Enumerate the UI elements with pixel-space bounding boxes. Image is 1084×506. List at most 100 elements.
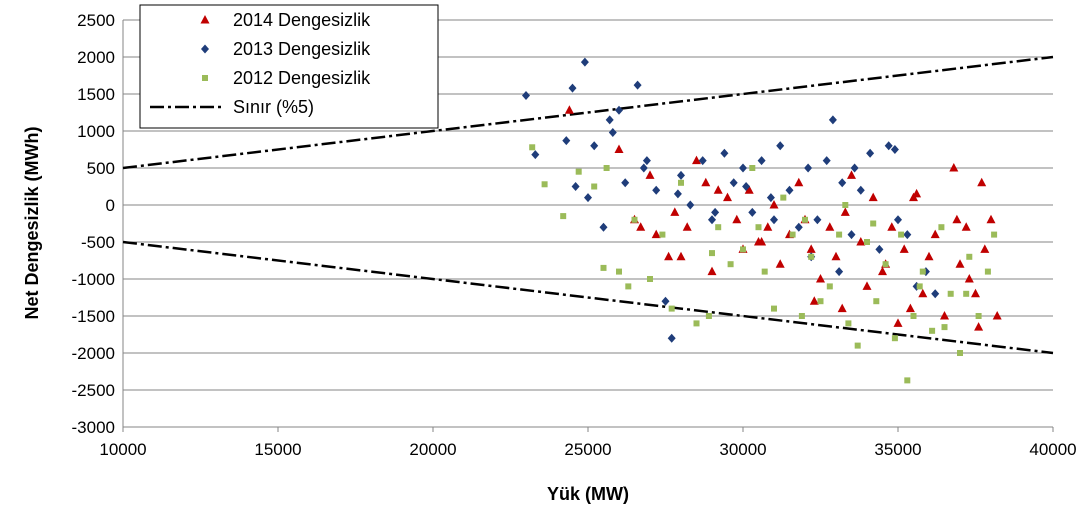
diamond-point xyxy=(742,182,751,191)
legend-box xyxy=(139,4,439,129)
diamond-point xyxy=(608,127,617,137)
diamond-point xyxy=(847,230,856,240)
triangle-point xyxy=(971,288,980,298)
y-axis-title: Net Dengesizlik (MWh) xyxy=(22,126,42,319)
triangle-point xyxy=(977,177,987,187)
triangle-point xyxy=(961,222,971,231)
square-point xyxy=(771,305,777,312)
square-point xyxy=(740,246,746,253)
triangle-point xyxy=(940,311,949,320)
triangle-point xyxy=(840,207,850,216)
square-point xyxy=(873,298,880,305)
legend-swatch-triangle xyxy=(200,15,210,24)
square-point xyxy=(864,239,870,245)
triangle-point xyxy=(794,177,804,187)
x-tick-label: 40000 xyxy=(1029,440,1076,459)
triangle-point xyxy=(887,222,897,231)
diamond-point xyxy=(673,189,682,199)
square-point xyxy=(904,377,911,384)
square-point xyxy=(541,181,548,188)
square-point xyxy=(984,268,991,275)
triangle-point xyxy=(757,237,767,246)
diamond-point xyxy=(794,222,803,232)
diamond-point xyxy=(686,200,695,210)
triangle-point xyxy=(682,222,692,231)
square-point xyxy=(910,313,917,319)
boundary-line xyxy=(122,55,1054,170)
x-tick-label: 25000 xyxy=(564,440,611,459)
diamond-point xyxy=(866,148,875,158)
y-tick-label: 2000 xyxy=(77,48,115,67)
square-point xyxy=(647,276,653,282)
square-point xyxy=(808,253,815,260)
axes xyxy=(122,20,1054,432)
diamond-point xyxy=(571,182,580,191)
diamond-point xyxy=(838,178,847,188)
square-point xyxy=(798,313,805,319)
square-point xyxy=(715,224,722,231)
triangle-point xyxy=(763,222,773,231)
diamond-point xyxy=(667,333,676,343)
triangle-point xyxy=(949,163,959,172)
square-point xyxy=(616,268,622,275)
square-point xyxy=(789,231,796,238)
diamond-point xyxy=(677,170,685,180)
square-point xyxy=(842,202,849,208)
diamond-point xyxy=(584,193,592,203)
triangle-point xyxy=(664,251,674,261)
square-point xyxy=(919,268,926,275)
diamond-point xyxy=(770,215,778,225)
y-tick-label: -1500 xyxy=(72,307,115,326)
square-point xyxy=(957,350,963,356)
square-point xyxy=(870,220,877,227)
boundary-lines xyxy=(122,55,1054,355)
diamond-point xyxy=(711,207,720,217)
diamond-point xyxy=(813,215,822,225)
square-point xyxy=(916,283,923,290)
square-point xyxy=(678,179,684,186)
diamond-point xyxy=(605,115,614,125)
diamond-point xyxy=(633,80,642,90)
x-tick-label: 20000 xyxy=(409,440,456,459)
x-tick-labels: 10000 15000 20000 25000 30000 35000 40000 xyxy=(99,440,1076,459)
y-tick-label: 1500 xyxy=(77,85,115,104)
square-point xyxy=(845,320,852,327)
square-point xyxy=(817,298,824,305)
square-point xyxy=(591,183,598,190)
triangle-point xyxy=(775,259,785,268)
square-point xyxy=(631,216,638,223)
triangle-point xyxy=(992,311,1002,320)
y-tick-label: -2000 xyxy=(72,344,115,363)
diamond-point xyxy=(828,115,837,125)
square-point xyxy=(727,261,734,268)
x-tick-label: 15000 xyxy=(254,440,301,459)
diamond-point xyxy=(850,163,859,173)
square-point xyxy=(826,283,833,290)
triangle-point xyxy=(899,244,909,253)
diamond-point xyxy=(875,244,884,254)
x-tick-label: 30000 xyxy=(719,440,766,459)
square-point xyxy=(659,231,666,238)
diamond-point xyxy=(748,207,757,217)
triangle-point xyxy=(723,192,732,202)
square-point xyxy=(780,194,787,201)
diamond-point xyxy=(766,193,775,203)
diamond-point xyxy=(757,156,766,166)
triangle-point xyxy=(806,244,816,253)
triangle-point xyxy=(614,144,624,153)
square-point xyxy=(755,224,762,231)
triangle-point xyxy=(744,185,754,194)
triangle-point xyxy=(893,318,903,327)
triangle-point xyxy=(986,214,996,224)
square-point xyxy=(929,327,936,334)
square-point xyxy=(947,290,954,297)
square-point xyxy=(668,305,675,312)
diamond-point xyxy=(856,185,865,195)
triangle-point xyxy=(831,251,841,261)
triangle-point xyxy=(912,188,922,198)
triangle-point xyxy=(924,251,934,261)
x-axis-title: Yük (MW) xyxy=(547,484,629,504)
square-point xyxy=(882,261,889,268)
diamond-point xyxy=(698,156,707,166)
diamond-point xyxy=(903,230,912,240)
